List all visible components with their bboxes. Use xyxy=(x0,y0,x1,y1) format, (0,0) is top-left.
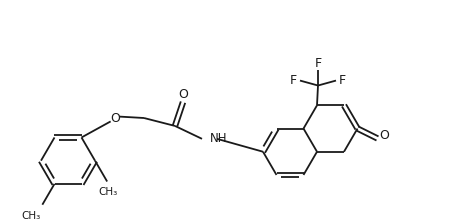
Text: CH₃: CH₃ xyxy=(99,188,118,198)
Text: CH₃: CH₃ xyxy=(21,211,40,221)
Text: NH: NH xyxy=(210,132,227,145)
Text: O: O xyxy=(380,129,389,142)
Text: O: O xyxy=(178,88,188,101)
Text: F: F xyxy=(339,74,346,87)
Text: F: F xyxy=(314,57,322,70)
Text: F: F xyxy=(290,74,297,87)
Text: O: O xyxy=(110,112,120,126)
